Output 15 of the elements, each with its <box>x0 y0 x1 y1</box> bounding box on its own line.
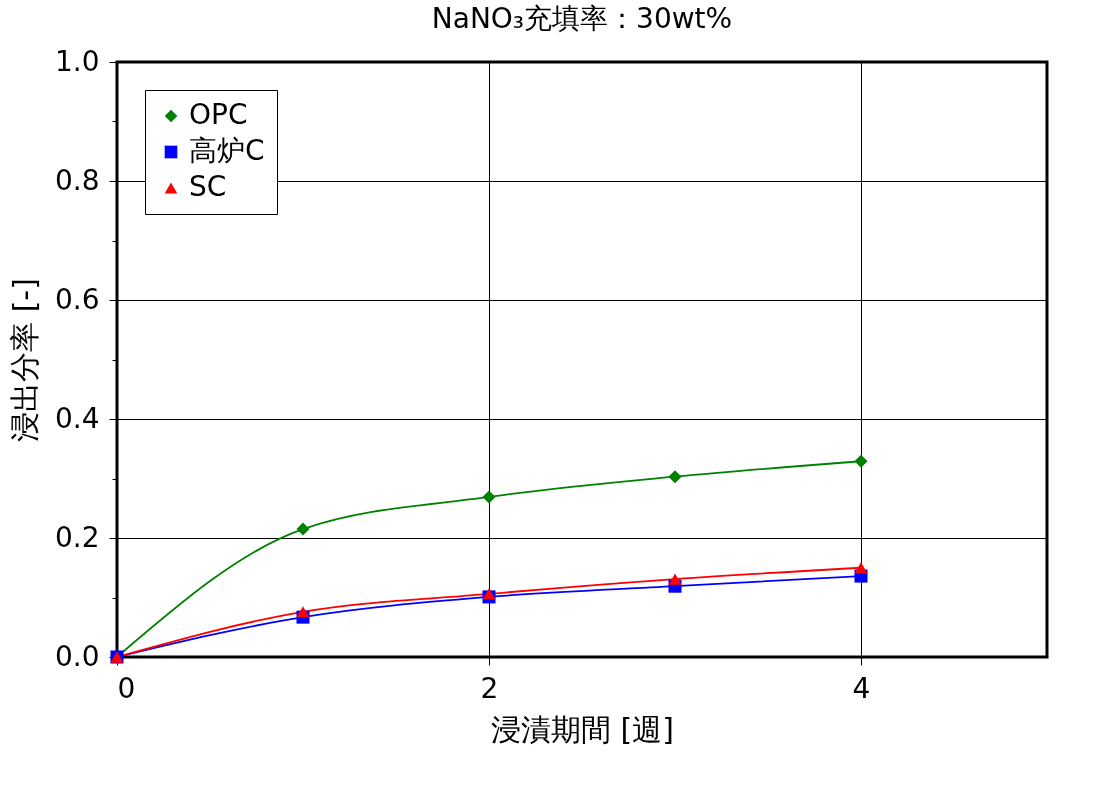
chart-title: NaNO₃充填率：30wt% <box>431 2 733 35</box>
legend-label: OPC <box>189 98 248 131</box>
y-tick-label: 0.2 <box>54 520 100 554</box>
y-tick-label: 0.0 <box>54 639 100 673</box>
x-axis-title: 浸漬期間 [週] <box>491 711 674 747</box>
x-tick-label: 4 <box>852 671 871 705</box>
legend-label: 高炉C <box>189 134 265 167</box>
y-tick-label: 0.6 <box>54 282 100 316</box>
x-tick-label: 0 <box>117 671 136 705</box>
y-tick-label: 0.4 <box>54 401 100 435</box>
y-tick-label: 1.0 <box>54 44 100 78</box>
y-axis-title: 浸出分率 [-] <box>6 278 42 442</box>
x-tick-label: 2 <box>480 671 499 705</box>
legend-label: SC <box>189 170 227 203</box>
y-tick-label: 0.8 <box>54 163 100 197</box>
